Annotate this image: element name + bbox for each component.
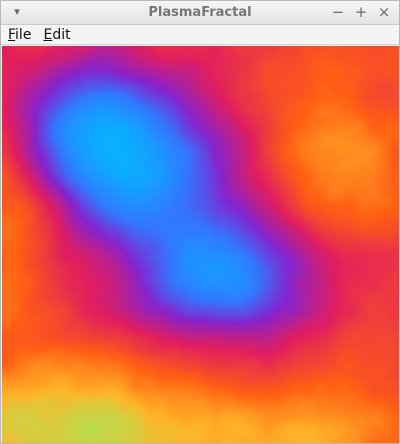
edit-menu[interactable]: Edit [43, 26, 70, 44]
edit-menu-label: dit [52, 26, 71, 43]
minimize-icon[interactable]: − [331, 3, 345, 21]
file-menu-label: ile [15, 26, 32, 43]
close-icon[interactable]: × [377, 3, 391, 21]
maximize-icon[interactable]: + [354, 3, 368, 21]
plasma-fractal-canvas[interactable] [2, 46, 399, 443]
file-menu[interactable]: File [8, 26, 31, 44]
window-menu-icon[interactable]: ▾ [14, 5, 20, 18]
title-bar[interactable]: ▾ PlasmaFractal − + × [1, 1, 399, 25]
window-controls: − + × [331, 3, 391, 21]
window-title: PlasmaFractal [148, 5, 252, 20]
file-menu-mnemonic: F [8, 26, 16, 43]
plasma-canvas-area[interactable] [2, 46, 399, 443]
menu-bar: File Edit [1, 25, 399, 45]
edit-menu-mnemonic: E [43, 26, 53, 43]
